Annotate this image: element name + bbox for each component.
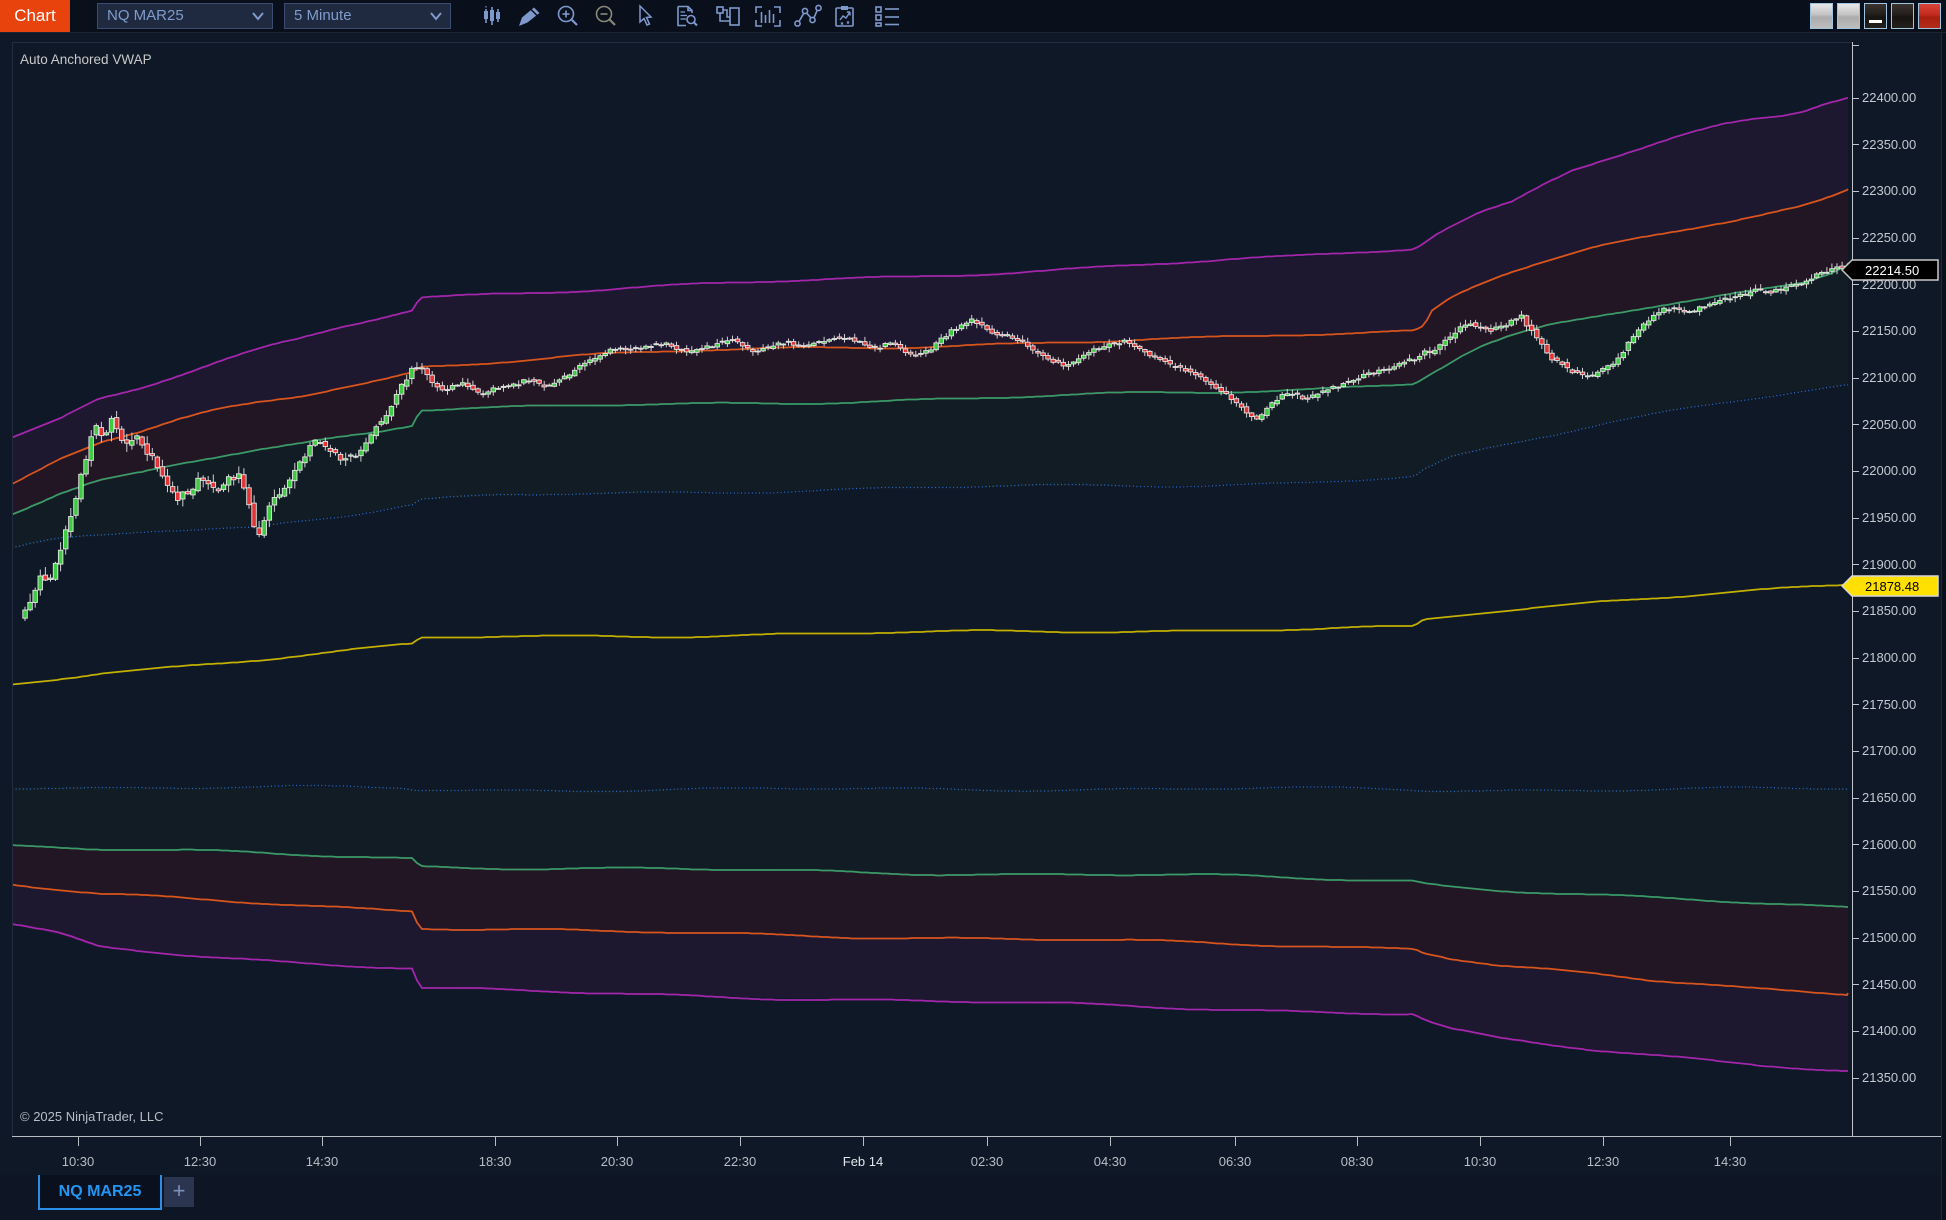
svg-text:21878.48: 21878.48 xyxy=(1865,579,1919,594)
svg-text:22214.50: 22214.50 xyxy=(1865,263,1919,278)
